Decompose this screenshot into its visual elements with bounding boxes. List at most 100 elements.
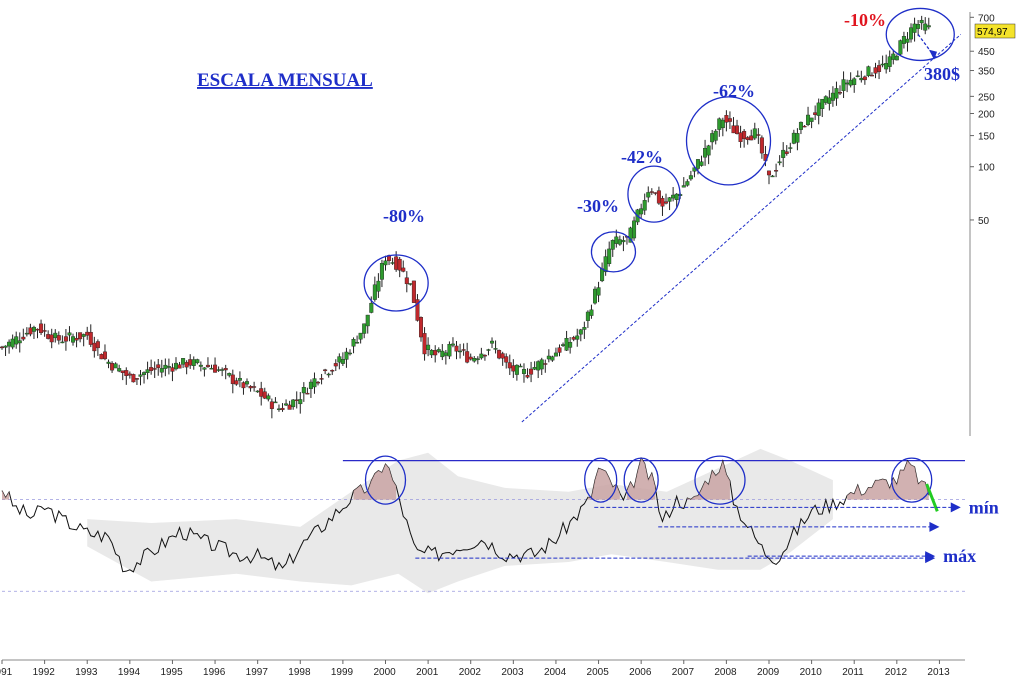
candle-body bbox=[916, 24, 921, 29]
candle-body bbox=[404, 277, 409, 285]
candle-body bbox=[88, 331, 93, 345]
candle-body bbox=[490, 340, 495, 344]
candle-body bbox=[213, 364, 218, 373]
candle-body bbox=[486, 349, 491, 351]
highlight-circle bbox=[627, 165, 681, 223]
candle-body bbox=[923, 23, 928, 31]
drawdown-annotation: -80% bbox=[383, 206, 425, 226]
candle-body bbox=[273, 401, 278, 404]
candle-body bbox=[436, 349, 441, 352]
candle-body bbox=[248, 386, 253, 389]
candle-body bbox=[575, 335, 580, 340]
x-tick-label: 1998 bbox=[288, 667, 311, 678]
candle-body bbox=[539, 359, 544, 370]
candle-body bbox=[500, 353, 505, 359]
candle-body bbox=[536, 361, 541, 371]
candle-body bbox=[152, 368, 157, 370]
candle-body bbox=[131, 374, 136, 383]
candle-body bbox=[74, 337, 79, 341]
candle-body bbox=[759, 137, 764, 154]
candle-body bbox=[347, 352, 352, 355]
candle-body bbox=[53, 332, 58, 339]
candle-body bbox=[884, 63, 889, 70]
candle-body bbox=[422, 333, 427, 355]
candle-body bbox=[482, 354, 487, 357]
candle-body bbox=[852, 78, 857, 85]
candle-body bbox=[397, 258, 402, 271]
candle-body bbox=[117, 368, 122, 372]
candle-body bbox=[600, 268, 605, 282]
candle-body bbox=[479, 353, 484, 359]
candle-body bbox=[56, 335, 61, 341]
candle-body bbox=[433, 350, 438, 356]
candle-body bbox=[465, 351, 470, 363]
candle-body bbox=[262, 391, 267, 399]
candle-body bbox=[163, 364, 168, 369]
candle-body bbox=[891, 53, 896, 60]
price-tick-label: 150 bbox=[978, 132, 995, 143]
candle-body bbox=[280, 407, 285, 411]
candle-body bbox=[255, 390, 260, 393]
candle-body bbox=[195, 359, 200, 364]
candle-body bbox=[855, 75, 860, 77]
candle-body bbox=[795, 133, 800, 143]
candle-body bbox=[454, 345, 459, 352]
candle-body bbox=[614, 236, 619, 244]
candle-body bbox=[877, 65, 882, 72]
candle-body bbox=[642, 200, 647, 211]
candle-body bbox=[756, 134, 761, 136]
candle-body bbox=[869, 74, 874, 77]
candle-body bbox=[358, 332, 363, 340]
candle-body bbox=[330, 370, 335, 372]
candle-body bbox=[216, 369, 221, 371]
candle-body bbox=[688, 175, 693, 180]
candle-body bbox=[596, 287, 601, 296]
candle-body bbox=[234, 380, 239, 385]
indicator-highlight-circle bbox=[694, 455, 746, 505]
candle-body bbox=[731, 125, 736, 134]
candle-body bbox=[298, 399, 303, 405]
candle-body bbox=[191, 359, 196, 366]
candle-body bbox=[671, 194, 676, 199]
candle-body bbox=[156, 364, 161, 368]
candle-body bbox=[713, 130, 718, 141]
projection-arrowhead bbox=[929, 49, 938, 60]
candle-body bbox=[245, 381, 250, 385]
candle-body bbox=[362, 323, 367, 334]
candle-body bbox=[507, 362, 512, 369]
highlight-circle bbox=[685, 96, 772, 186]
candle-body bbox=[610, 240, 615, 250]
level-arrow-label: mín bbox=[969, 497, 999, 517]
price-tick-label: 450 bbox=[978, 47, 995, 58]
candle-body bbox=[468, 356, 473, 360]
candle-body bbox=[14, 336, 19, 345]
candle-body bbox=[887, 56, 892, 67]
candle-body bbox=[546, 355, 551, 360]
candle-body bbox=[24, 332, 29, 335]
candle-body bbox=[745, 137, 750, 140]
candle-body bbox=[735, 125, 740, 135]
candle-body bbox=[259, 388, 264, 397]
candle-body bbox=[845, 82, 850, 85]
candle-body bbox=[110, 363, 115, 371]
x-tick-label: 1995 bbox=[160, 667, 183, 678]
candle-body bbox=[284, 403, 289, 406]
level-arrowhead bbox=[925, 551, 936, 562]
candle-body bbox=[301, 387, 306, 394]
candle-body bbox=[458, 350, 463, 353]
candle-body bbox=[429, 350, 434, 356]
candle-body bbox=[170, 367, 175, 372]
candle-body bbox=[291, 399, 296, 408]
candle-body bbox=[252, 386, 257, 388]
candle-body bbox=[813, 112, 818, 115]
candle-body bbox=[788, 147, 793, 149]
candle-body bbox=[568, 341, 573, 348]
candle-body bbox=[383, 260, 388, 266]
candle-body bbox=[287, 404, 292, 410]
candle-body bbox=[830, 92, 835, 101]
price-tick-label: 350 bbox=[978, 67, 995, 78]
candle-body bbox=[784, 151, 789, 154]
candle-body bbox=[447, 344, 452, 357]
candle-body bbox=[312, 378, 317, 388]
x-tick-label: 2000 bbox=[373, 667, 396, 678]
